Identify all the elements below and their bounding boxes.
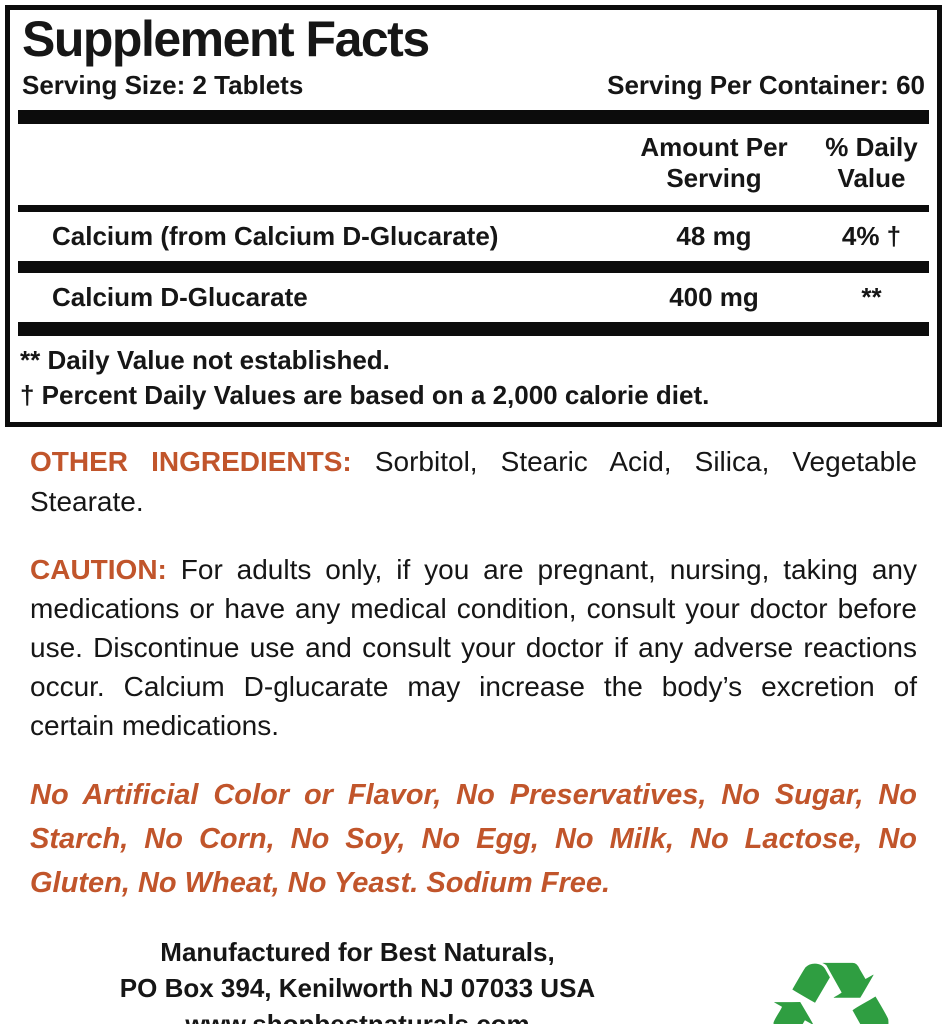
free-of-claims-paragraph: No Artificial Color or Flavor, No Preser… xyxy=(30,778,917,899)
divider-bar-under-header xyxy=(18,205,929,213)
caution-heading: CAUTION: xyxy=(30,553,167,585)
footnote-percent-daily-values: † Percent Daily Values are based on a 2,… xyxy=(20,379,710,410)
nutrient-amount: 48 mg xyxy=(676,221,752,252)
nutrient-daily-value: ** xyxy=(861,282,882,313)
other-ingredients-paragraph: OTHER INGREDIENTS: Sorbitol, Stearic Aci… xyxy=(30,442,917,522)
recycle-icon: ♻ xyxy=(760,931,902,1024)
column-header-amount-per-serving: Amount Per Serving xyxy=(640,132,788,193)
serving-size-text: Serving Size: 2 Tablets xyxy=(22,70,304,100)
column-header-percent-daily-value: % Daily Value xyxy=(825,132,918,193)
other-ingredients-heading: OTHER INGREDIENTS: xyxy=(30,445,352,477)
servings-per-container-text: Serving Per Container: 60 xyxy=(607,70,925,100)
footnote-daily-value: ** Daily Value not established. xyxy=(20,345,390,376)
nutrient-daily-value: 4% † xyxy=(841,221,902,252)
serving-info-row: Serving Size: 2 Tablets Serving Per Cont… xyxy=(18,67,929,110)
nutrient-row-calcium-d-glucarate: Calcium D-Glucarate 400 mg ** xyxy=(18,273,929,322)
divider-bar-between-rows xyxy=(18,261,929,274)
address-line: PO Box 394, Kenilworth NJ 07033 USA xyxy=(119,972,596,1003)
divider-bar-top xyxy=(18,110,929,124)
manufacturer-line: Manufactured for Best Naturals, xyxy=(160,936,555,967)
website-line: www.shopbestnaturals.com xyxy=(185,1008,530,1024)
supplement-facts-title: Supplement Facts xyxy=(22,11,430,67)
supplement-facts-panel: Supplement Facts Serving Size: 2 Tablets… xyxy=(5,5,942,427)
manufacturer-footer: Manufactured for Best Naturals, PO Box 3… xyxy=(0,934,947,1024)
recycle-icon-area: ♻ xyxy=(715,934,947,1024)
caution-text: For adults only, if you are pregnant, nu… xyxy=(30,553,917,741)
nutrient-amount: 400 mg xyxy=(669,282,759,313)
nutrient-name: Calcium D-Glucarate xyxy=(52,282,308,313)
other-ingredients-text: Sorbitol, Stearic Acid, Silica, Vegetabl… xyxy=(30,445,917,517)
facts-footnotes: ** Daily Value not established. † Percen… xyxy=(18,336,929,418)
divider-bar-bottom xyxy=(18,322,929,337)
facts-header-row: Amount Per Serving % Daily Value xyxy=(18,124,929,205)
nutrient-row-calcium: Calcium (from Calcium D-Glucarate) 48 mg… xyxy=(18,212,929,261)
manufacturer-info-block: Manufactured for Best Naturals, PO Box 3… xyxy=(0,934,715,1024)
caution-paragraph: CAUTION: For adults only, if you are pre… xyxy=(30,550,917,745)
nutrient-name: Calcium (from Calcium D-Glucarate) xyxy=(52,221,499,252)
